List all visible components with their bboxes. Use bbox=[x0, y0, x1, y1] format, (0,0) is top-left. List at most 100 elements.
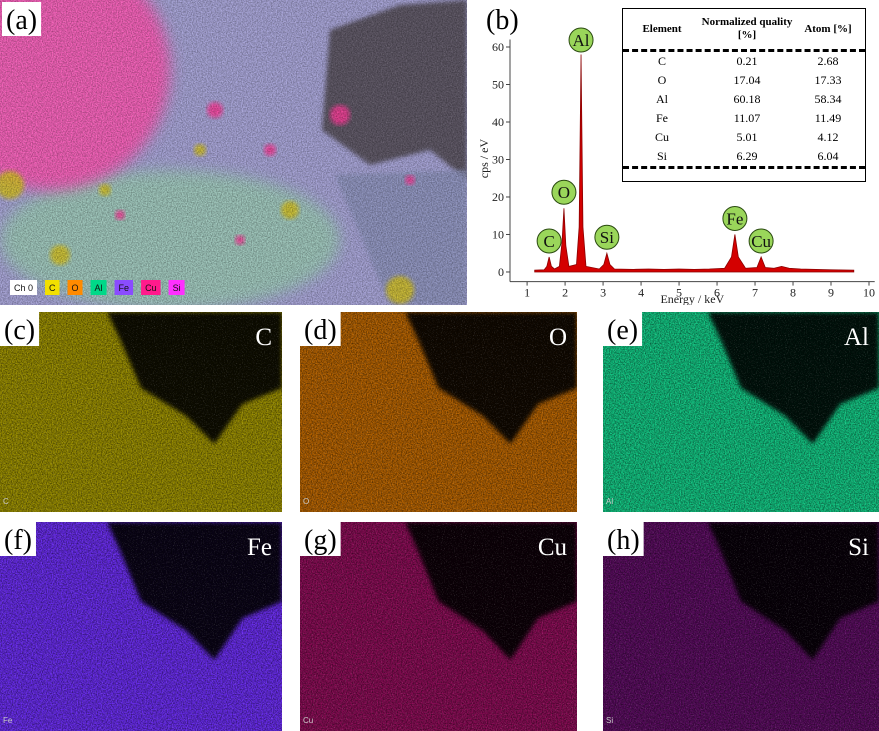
table-row: Si 6.29 6.04 bbox=[623, 147, 865, 169]
element-map: Cu Cu (g) bbox=[300, 522, 577, 731]
table-cell: 2.68 bbox=[817, 54, 839, 68]
panel-label: (d) bbox=[304, 315, 337, 346]
table-cell: C bbox=[657, 54, 666, 68]
element-map: Fe Fe (f) bbox=[0, 522, 282, 731]
table-cell: 58.34 bbox=[814, 92, 842, 106]
table-cell: 17.04 bbox=[733, 73, 761, 87]
table-row: Fe 11.07 11.49 bbox=[623, 109, 865, 128]
peak-marker bbox=[748, 228, 774, 254]
x-tick-label: 1 bbox=[524, 286, 530, 300]
map-corner-label: Fe bbox=[3, 716, 13, 725]
y-tick-label: 10 bbox=[492, 227, 504, 241]
map-sparkle bbox=[603, 312, 879, 512]
panel-label: (f) bbox=[4, 525, 32, 556]
table-header: Element Normalized quality [%] Atom [%] bbox=[623, 9, 865, 52]
peak-label: Si bbox=[600, 228, 614, 247]
legend-label: Cu bbox=[145, 283, 157, 293]
map-sparkle bbox=[0, 312, 282, 512]
element-map: C C (c) bbox=[0, 312, 282, 512]
peak-marker bbox=[551, 179, 577, 205]
legend-chip bbox=[67, 280, 83, 295]
y-tick-label: 60 bbox=[492, 40, 504, 54]
panel-label-box bbox=[482, 2, 523, 36]
legend-label: Fe bbox=[119, 283, 130, 293]
panel-label-box bbox=[300, 312, 341, 346]
x-tick-label: 9 bbox=[828, 286, 834, 300]
table-cell: Cu bbox=[654, 130, 669, 144]
panel-label: (c) bbox=[4, 315, 35, 346]
table-row: Al 60.18 58.34 bbox=[623, 90, 865, 109]
column-header: Atom [%] bbox=[804, 22, 852, 35]
peak-marker bbox=[722, 205, 748, 231]
legend-chip bbox=[114, 280, 134, 295]
legend-label: O bbox=[72, 283, 79, 293]
peak-marker bbox=[594, 224, 620, 250]
panel-label: (a) bbox=[6, 5, 37, 36]
panel-label-box bbox=[603, 522, 644, 556]
y-tick-label: 30 bbox=[492, 152, 504, 166]
panel-label-box bbox=[0, 522, 36, 556]
table-cell: O bbox=[657, 73, 667, 87]
element-map: Al Al (e) bbox=[603, 312, 879, 512]
x-tick-label: 10 bbox=[863, 286, 875, 300]
x-tick-label: 7 bbox=[752, 286, 758, 300]
column-header: Normalized quality [%] bbox=[701, 16, 793, 41]
panel-label-box bbox=[300, 522, 341, 556]
table-cell: 6.04 bbox=[817, 149, 839, 163]
legend-chip bbox=[90, 280, 107, 295]
map-element: Si bbox=[848, 534, 869, 561]
table-row: O 17.04 17.33 bbox=[623, 71, 865, 90]
map-element: O bbox=[549, 324, 567, 351]
legend-chip bbox=[168, 280, 185, 295]
y-tick-label: 50 bbox=[492, 77, 504, 91]
column-header: Element bbox=[642, 22, 682, 35]
spectrum-area bbox=[534, 54, 855, 273]
peak-label: Al bbox=[573, 31, 590, 50]
panel-label-box bbox=[0, 312, 40, 346]
legend-label: Ch 0 bbox=[14, 283, 33, 293]
panel-label-box bbox=[2, 2, 42, 36]
y-tick-label: 0 bbox=[498, 265, 504, 279]
map-sparkle bbox=[603, 522, 879, 731]
texture-light bbox=[0, 0, 467, 305]
panel-a: Ch 0 C O Al Fe Cu Si (a) bbox=[0, 0, 467, 305]
table-row: Cu 5.01 4.12 bbox=[623, 128, 865, 147]
table-row: C 0.21 2.68 bbox=[623, 52, 865, 71]
table-cell: Fe bbox=[656, 111, 668, 125]
map-corner-label: Al bbox=[606, 497, 613, 506]
map-element: Fe bbox=[247, 534, 272, 561]
map-corner-label: Cu bbox=[303, 716, 313, 725]
y-axis-title: cps / eV bbox=[477, 139, 491, 179]
x-axis-title: Energy / keV bbox=[660, 292, 724, 306]
peak-marker bbox=[568, 27, 594, 53]
table-cell: 0.21 bbox=[736, 54, 758, 68]
peak-label: C bbox=[543, 232, 554, 251]
map-corner-label: Si bbox=[606, 716, 613, 725]
x-tick-label: 3 bbox=[600, 286, 606, 300]
peak-label: O bbox=[558, 183, 570, 202]
y-tick-label: 20 bbox=[492, 190, 504, 204]
composition-table: Element Normalized quality [%] Atom [%] C 0.… bbox=[622, 8, 866, 182]
peak-label: Cu bbox=[751, 232, 771, 251]
map-element: Al bbox=[844, 324, 869, 351]
panel-label: (b) bbox=[486, 5, 519, 36]
panel-label: (e) bbox=[607, 315, 638, 346]
map-sparkle bbox=[300, 312, 577, 512]
map-corner-label: C bbox=[3, 497, 9, 506]
legend-label: Si bbox=[173, 283, 181, 293]
x-tick-label: 2 bbox=[562, 286, 568, 300]
x-tick-label: 8 bbox=[790, 286, 796, 300]
map-element: Cu bbox=[538, 534, 568, 561]
table-cell: 11.07 bbox=[733, 111, 761, 125]
legend-chip bbox=[141, 280, 161, 295]
table-cell: 17.33 bbox=[814, 73, 842, 87]
table-cell: 6.29 bbox=[736, 149, 758, 163]
map-sparkle bbox=[300, 522, 577, 731]
x-tick-label: 5 bbox=[676, 286, 682, 300]
legend-label: Al bbox=[95, 283, 103, 293]
table-cell: Si bbox=[656, 149, 667, 163]
legend-chip bbox=[45, 280, 60, 295]
peak-marker bbox=[536, 228, 562, 254]
